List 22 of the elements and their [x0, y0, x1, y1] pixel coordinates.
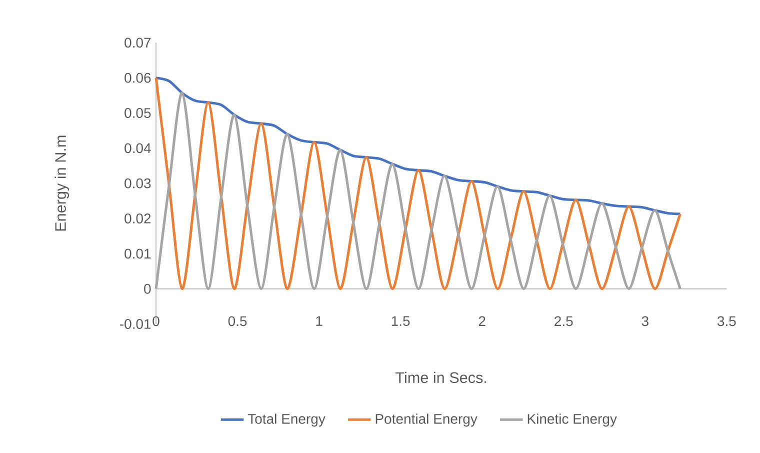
y-tick-label: 0.01 [124, 248, 151, 259]
x-tick-label: 3.5 [717, 316, 736, 326]
y-tick-label: 0.07 [124, 38, 151, 48]
y-axis-title: Energy in N.m [54, 136, 69, 231]
y-tick-label: 0.02 [124, 214, 151, 224]
x-tick-label: 0.5 [228, 316, 247, 326]
y-tick-label: 0.05 [124, 108, 151, 118]
x-tick-label: 1 [316, 316, 322, 326]
y-tick-label: 0.03 [124, 178, 151, 188]
x-tick-label: 1.5 [392, 316, 410, 326]
legend-label: Potential Energy [376, 414, 478, 427]
y-tick-label: 0.04 [124, 143, 151, 154]
x-tick-label: 2 [478, 316, 486, 326]
y-tick-label: -0.01 [120, 319, 151, 329]
x-tick-label: 3 [642, 316, 648, 326]
x-axis-title: Time in Secs. [396, 372, 486, 384]
x-tick-label: 2.5 [554, 316, 573, 326]
x-tick-label: 0 [152, 316, 160, 326]
y-tick-label: 0.06 [124, 72, 151, 83]
legend-label: Total Energy [248, 414, 326, 427]
legend-label: Kinetic Energy [528, 414, 617, 427]
y-tick-label: 0 [144, 284, 151, 294]
